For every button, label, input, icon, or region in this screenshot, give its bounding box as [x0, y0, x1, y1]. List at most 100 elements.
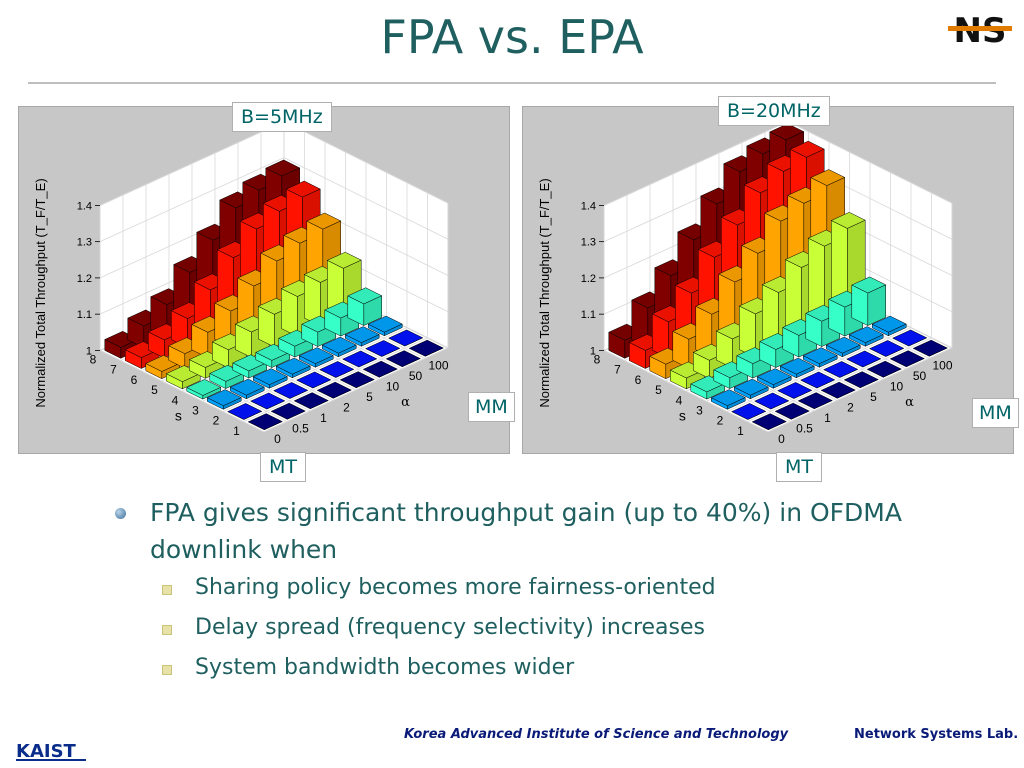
bar3d-chart-20mhz: 11.11.21.31.400.5125105010012345678αsNor…	[537, 120, 954, 446]
bar	[843, 371, 879, 388]
bar	[892, 329, 928, 347]
s-tick-label: 6	[635, 373, 642, 387]
mt-label-chart2: MT	[776, 452, 822, 482]
alpha-tick-label: 0	[274, 432, 281, 446]
sub-bullet-text: System bandwidth becomes wider	[195, 655, 575, 680]
mm-label-chart2: MM	[972, 398, 1019, 428]
bar	[316, 381, 352, 399]
chart-panel-5mhz: 1 1.1 1.2 1.3 1.4 0 0.5 1 2 5 10 50 100 1 2 3 4 5 6 7 8 α s Nor…	[18, 106, 510, 454]
s-tick-label: 2	[717, 414, 724, 428]
bar	[347, 287, 383, 327]
bar	[319, 361, 355, 378]
bar	[731, 403, 767, 420]
s-tick-label: 4	[676, 393, 683, 407]
svg-text:KAIST: KAIST	[16, 741, 77, 762]
alpha-axis-label: α	[905, 395, 914, 410]
bar	[273, 382, 309, 399]
bandwidth-label-5mhz: B=5MHz	[232, 102, 332, 132]
bar	[247, 413, 283, 430]
bar	[800, 371, 836, 389]
mt-label-chart1: MT	[260, 452, 306, 482]
z-axis-label: Normalized Total Throughput (T_F/T_E)	[33, 178, 48, 407]
bar	[802, 347, 838, 368]
z-tick-label: 1	[86, 345, 92, 357]
alpha-tick-label: 1	[320, 411, 327, 425]
footer-institute: Korea Advanced Institute of Science and …	[404, 727, 789, 742]
bar	[774, 402, 810, 420]
alpha-tick-label: 5	[366, 390, 373, 404]
bar	[296, 371, 332, 389]
bar	[408, 339, 444, 357]
bar	[866, 360, 902, 378]
bar	[889, 350, 925, 367]
s-tick-label: 3	[696, 404, 703, 418]
s-tick-label: 7	[110, 363, 117, 377]
bar	[825, 336, 861, 358]
bar	[227, 403, 263, 420]
bar	[255, 343, 291, 369]
ns-logo: NS	[946, 11, 1014, 50]
s-tick-label: 2	[213, 414, 220, 428]
z-tick-label: 1.4	[77, 200, 92, 212]
bar	[362, 360, 398, 378]
sub-bullet-text: Sharing policy becomes more fairness-ori…	[195, 575, 716, 600]
bandwidth-label-20mhz: B=20MHz	[718, 96, 830, 126]
z-tick-label: 1	[590, 345, 596, 357]
bar	[321, 336, 357, 358]
bar	[912, 339, 948, 357]
bar	[846, 350, 882, 368]
alpha-tick-label: 100	[428, 358, 448, 372]
s-axis-label: s	[679, 408, 686, 424]
bar3d-chart-5mhz: 11.11.21.31.400.5125105010012345678αsNor…	[33, 120, 450, 446]
alpha-tick-label: 5	[870, 390, 877, 404]
kaist-logo: KAIST	[16, 741, 86, 762]
bars	[104, 159, 444, 430]
z-tick-label: 1.3	[77, 237, 92, 249]
bar	[848, 326, 884, 347]
bar	[779, 357, 815, 379]
alpha-tick-label: 50	[409, 369, 423, 383]
sub-bullet: Delay spread (frequency selectivity) inc…	[150, 608, 992, 648]
bar	[385, 350, 421, 367]
bar	[751, 413, 787, 430]
alpha-tick-label: 2	[847, 400, 854, 414]
s-tick-label: 6	[131, 373, 138, 387]
slide-title: FPA vs. EPA	[380, 10, 644, 64]
mm-label-chart1: MM	[468, 392, 515, 422]
bullet-dot-icon	[115, 508, 126, 519]
s-axis-label: s	[175, 408, 182, 424]
bar	[365, 340, 401, 357]
s-tick-label: 8	[90, 353, 97, 367]
bar	[298, 347, 334, 368]
s-tick-label: 8	[594, 353, 601, 367]
bar	[344, 326, 380, 347]
alpha-axis-label: α	[401, 395, 410, 410]
alpha-tick-label: 2	[343, 400, 350, 414]
sub-bullet: Sharing policy becomes more fairness-ori…	[150, 568, 992, 608]
sub-bullet: System bandwidth becomes wider	[150, 648, 992, 688]
alpha-tick-label: 10	[890, 379, 904, 393]
chart-panel-20mhz: 1 1.1 1.2 1.3 1.4 0 0.5 1 2 5 10 50 100 1 2 3 4 5 6 7 8 α s Nor…	[522, 106, 1014, 454]
bar	[823, 361, 859, 378]
s-tick-label: 4	[172, 393, 179, 407]
alpha-tick-label: 100	[932, 358, 952, 372]
bar	[229, 378, 265, 400]
bar	[250, 392, 286, 410]
z-tick-label: 1.3	[581, 237, 596, 249]
title-divider	[28, 82, 996, 84]
s-tick-label: 3	[192, 404, 199, 418]
bar	[275, 357, 311, 379]
z-tick-label: 1.1	[77, 309, 92, 321]
alpha-tick-label: 1	[824, 411, 831, 425]
bullet-main-text: FPA gives significant throughput gain (u…	[150, 498, 902, 564]
bar	[186, 379, 222, 400]
bar	[206, 389, 242, 410]
bar	[367, 315, 403, 337]
s-tick-label: 5	[655, 383, 662, 397]
s-tick-label: 7	[614, 363, 621, 377]
footer-lab: Network Systems Lab.	[854, 727, 1019, 742]
bar	[754, 392, 790, 410]
alpha-tick-label: 0	[778, 432, 785, 446]
bar	[851, 276, 887, 327]
s-tick-label: 1	[737, 424, 744, 438]
